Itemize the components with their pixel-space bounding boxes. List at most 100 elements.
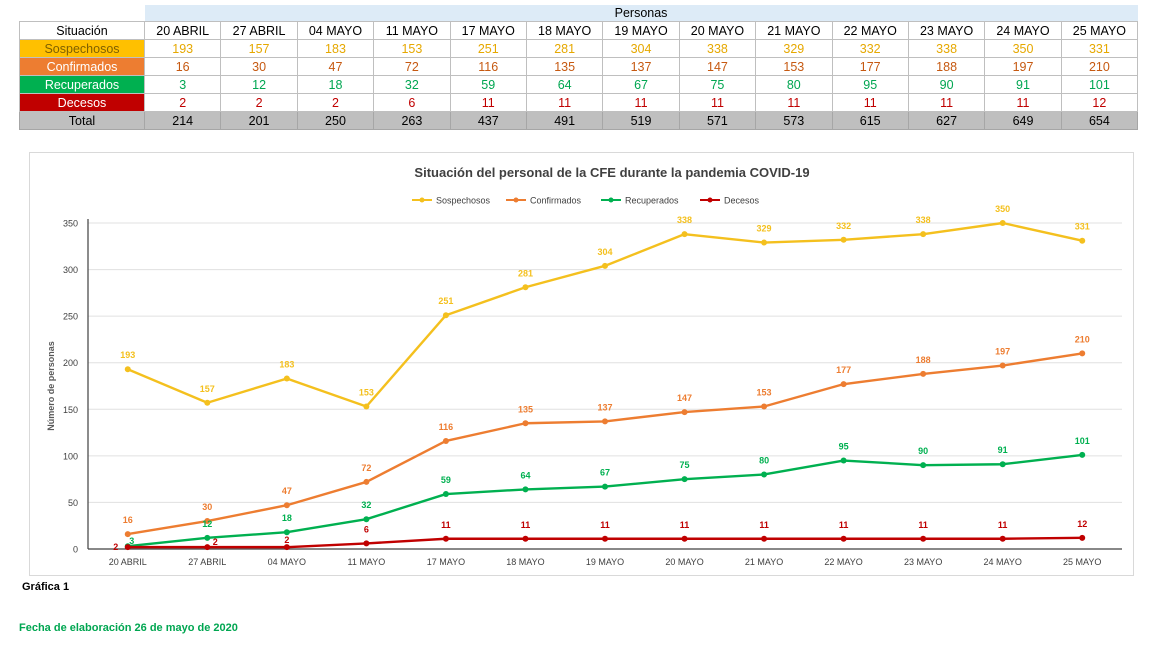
value-cell: 59 — [449, 75, 527, 94]
row-label-confirmados: Confirmados — [19, 57, 145, 76]
data-point-sospechosos — [363, 403, 370, 410]
data-label-decesos: 11 — [759, 520, 769, 530]
data-label-recuperados: 32 — [361, 500, 371, 510]
data-label-confirmados: 188 — [916, 355, 931, 365]
data-label-confirmados: 72 — [361, 463, 371, 473]
data-point-decesos — [840, 535, 847, 542]
data-label-decesos: 12 — [1077, 519, 1087, 529]
x-tick-label: 22 MAYO — [824, 557, 862, 567]
data-point-sospechosos — [761, 239, 768, 246]
data-point-recuperados — [442, 491, 449, 498]
value-cell: 11 — [755, 93, 833, 112]
value-cell: 11 — [678, 93, 757, 112]
data-label-confirmados: 153 — [757, 387, 772, 397]
value-cell: 11 — [907, 93, 986, 112]
data-point-recuperados — [999, 461, 1006, 468]
value-cell: 210 — [1060, 57, 1139, 76]
total-cell: 263 — [373, 111, 451, 130]
value-cell: 11 — [602, 93, 680, 112]
data-label-recuperados: 64 — [520, 470, 530, 480]
data-label-confirmados: 135 — [518, 404, 533, 414]
date-header-cell: 20 ABRIL — [143, 21, 222, 40]
data-point-sospechosos — [999, 220, 1006, 226]
value-cell: 11 — [449, 93, 527, 112]
data-label-decesos: 11 — [998, 520, 1008, 530]
date-header-cell: 17 MAYO — [449, 21, 527, 40]
data-point-decesos — [1079, 534, 1086, 541]
data-label-decesos: 2 — [284, 535, 289, 545]
value-cell: 64 — [525, 75, 604, 94]
total-cell: 437 — [449, 111, 527, 130]
data-point-recuperados — [920, 462, 927, 469]
data-point-decesos — [761, 535, 768, 542]
data-point-confirmados — [1079, 350, 1086, 357]
value-cell: 16 — [143, 57, 222, 76]
value-cell: 101 — [1060, 75, 1139, 94]
y-tick-label: 100 — [63, 451, 78, 461]
y-tick-label: 0 — [73, 545, 78, 555]
data-label-decesos: 11 — [918, 520, 928, 530]
situacion-header: Situación — [19, 21, 145, 40]
data-label-recuperados: 3 — [129, 536, 134, 546]
data-label-decesos: 11 — [839, 520, 849, 530]
data-label-confirmados: 116 — [439, 422, 454, 432]
data-point-recuperados — [840, 457, 847, 464]
data-label-decesos: 11 — [600, 520, 610, 530]
x-tick-label: 04 MAYO — [268, 557, 306, 567]
date-header-cell: 27 ABRIL — [220, 21, 298, 40]
value-cell: 11 — [525, 93, 604, 112]
x-tick-label: 19 MAYO — [586, 557, 624, 567]
total-cell: 491 — [525, 111, 604, 130]
data-point-sospechosos — [920, 231, 927, 238]
data-label-recuperados: 59 — [441, 475, 451, 485]
x-tick-label: 20 MAYO — [665, 557, 703, 567]
data-point-confirmados — [204, 518, 211, 525]
data-label-sospechosos: 329 — [757, 224, 772, 234]
data-label-confirmados: 30 — [202, 502, 212, 512]
y-axis-title: Número de personas — [46, 341, 56, 431]
table-row: Sospechosos 193 157 183 153 251 281 304 338 329 33… — [19, 39, 1139, 58]
y-tick-label: 350 — [63, 219, 78, 229]
data-point-sospechosos — [522, 284, 529, 291]
data-point-decesos — [999, 535, 1006, 542]
data-point-recuperados — [283, 529, 290, 536]
legend-marker-decesos — [707, 197, 713, 203]
total-cell: 573 — [755, 111, 833, 130]
legend-label-recuperados: Recuperados — [625, 196, 679, 206]
date-header-cell: 21 MAYO — [755, 21, 833, 40]
legend-marker-sospechosos — [419, 197, 425, 203]
total-cell: 519 — [602, 111, 680, 130]
value-cell: 67 — [602, 75, 680, 94]
data-point-confirmados — [363, 478, 370, 485]
data-label-decesos: 11 — [441, 520, 451, 530]
value-cell: 329 — [755, 39, 833, 58]
value-cell: 332 — [831, 39, 909, 58]
data-point-decesos — [442, 535, 449, 542]
value-cell: 135 — [525, 57, 604, 76]
data-label-decesos: 11 — [680, 520, 690, 530]
data-label-confirmados: 177 — [836, 365, 851, 375]
data-label-confirmados: 137 — [597, 402, 612, 412]
blank-header-cell — [20, 5, 145, 22]
date-header-cell: 11 MAYO — [373, 21, 451, 40]
x-tick-label: 24 MAYO — [984, 557, 1022, 567]
table-row: Confirmados 16 30 47 72 116 135 137 147 153 177 188… — [19, 57, 1139, 76]
data-label-sospechosos: 157 — [200, 384, 215, 394]
value-cell: 75 — [678, 75, 757, 94]
total-cell: 571 — [678, 111, 757, 130]
value-cell: 3 — [143, 75, 222, 94]
y-tick-label: 150 — [63, 405, 78, 415]
value-cell: 12 — [220, 75, 298, 94]
row-label-recuperados: Recuperados — [19, 75, 145, 94]
data-label-recuperados: 18 — [282, 513, 292, 523]
y-tick-label: 50 — [68, 498, 78, 508]
data-label-sospechosos: 331 — [1075, 222, 1090, 232]
date-header-cell: 19 MAYO — [602, 21, 680, 40]
value-cell: 12 — [1060, 93, 1139, 112]
date-header-cell: 20 MAYO — [678, 21, 757, 40]
data-label-recuperados: 101 — [1075, 436, 1090, 446]
x-tick-label: 20 ABRIL — [109, 557, 147, 567]
value-cell: 281 — [525, 39, 604, 58]
data-point-confirmados — [522, 420, 529, 427]
total-cell: 649 — [984, 111, 1062, 130]
